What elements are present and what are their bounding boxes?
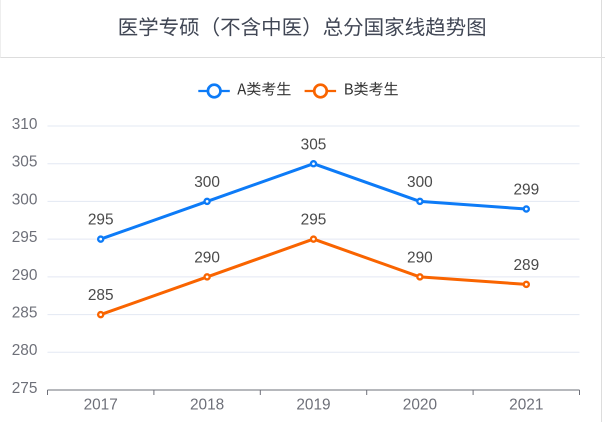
svg-text:289: 289: [513, 257, 539, 274]
svg-text:2019: 2019: [296, 397, 330, 414]
svg-text:285: 285: [88, 287, 114, 304]
svg-text:2017: 2017: [84, 397, 118, 414]
svg-text:275: 275: [12, 380, 38, 397]
svg-text:295: 295: [88, 212, 114, 229]
svg-text:305: 305: [301, 136, 327, 153]
svg-text:310: 310: [12, 116, 38, 133]
svg-text:295: 295: [301, 212, 327, 229]
svg-text:285: 285: [12, 305, 38, 322]
svg-text:305: 305: [12, 154, 38, 171]
svg-text:2018: 2018: [190, 397, 224, 414]
svg-text:290: 290: [194, 250, 220, 267]
svg-text:2021: 2021: [509, 397, 543, 414]
svg-text:2020: 2020: [403, 397, 437, 414]
svg-text:299: 299: [513, 182, 539, 199]
svg-text:300: 300: [407, 174, 433, 191]
svg-text:290: 290: [12, 267, 38, 284]
svg-text:300: 300: [194, 174, 220, 191]
svg-text:290: 290: [407, 250, 433, 267]
svg-text:280: 280: [12, 342, 38, 359]
svg-text:295: 295: [12, 229, 38, 246]
svg-text:300: 300: [12, 191, 38, 208]
